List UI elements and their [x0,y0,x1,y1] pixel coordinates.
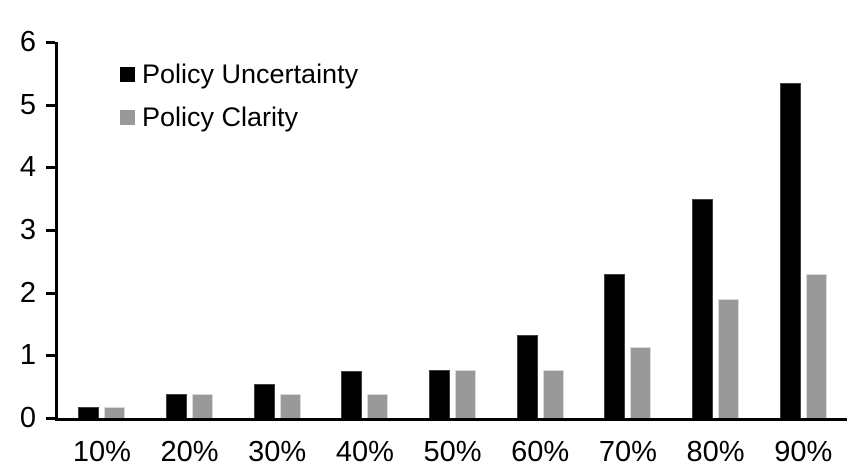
bar-policy-clarity-10% [104,407,126,418]
x-tick-label-20%: 20% [160,436,219,468]
bar-group-70% [584,42,672,418]
bar-policy-clarity-80% [718,299,740,418]
x-tick-label-80%: 80% [686,436,745,468]
bar-policy-uncertainty-70% [604,274,626,418]
y-tick-mark-6 [46,41,55,44]
bar-policy-clarity-20% [192,394,213,418]
y-tick-label-4: 4 [19,151,36,183]
bar-group-40% [321,42,409,418]
y-tick-mark-0 [46,417,55,420]
y-tick-label-6: 6 [19,26,36,58]
bar-group-30% [233,42,321,418]
y-tick-label-0: 0 [19,402,36,434]
bar-group-60% [496,42,584,418]
x-tick-label-10%: 10% [72,436,131,468]
bar-policy-clarity-90% [805,274,827,418]
y-tick-label-5: 5 [19,89,36,121]
legend-item-policy-clarity: Policy Clarity [120,101,358,133]
bar-policy-clarity-30% [279,394,301,418]
legend-item-policy-uncertainty: Policy Uncertainty [120,58,358,90]
bar-group-20% [146,42,234,418]
legend: Policy Uncertainty Policy Clarity [120,58,358,144]
bars-container [58,42,847,418]
bar-group-90% [759,42,847,418]
bar-policy-clarity-70% [630,347,652,418]
bar-policy-uncertainty-40% [341,371,363,418]
y-tick-mark-2 [46,292,55,295]
legend-swatch-gray-icon [120,109,135,125]
bar-policy-uncertainty-90% [779,83,801,418]
y-tick-label-2: 2 [19,277,36,309]
bar-policy-uncertainty-30% [253,384,275,418]
legend-label-policy-uncertainty: Policy Uncertainty [142,59,359,89]
legend-label-policy-clarity: Policy Clarity [142,102,299,132]
bar-group-80% [672,42,760,418]
y-tick-mark-5 [46,104,55,107]
bar-policy-uncertainty-50% [429,370,451,418]
y-tick-label-1: 1 [19,339,36,371]
y-tick-mark-3 [46,229,55,232]
x-tick-label-50%: 50% [423,436,482,468]
x-tick-label-60%: 60% [511,436,570,468]
y-tick-mark-4 [46,166,55,169]
plot-area: Policy Uncertainty Policy Clarity [46,41,847,421]
bar-policy-clarity-50% [455,370,477,418]
bar-policy-uncertainty-10% [78,407,100,418]
bar-policy-uncertainty-80% [692,199,714,418]
bar-policy-uncertainty-60% [516,335,538,418]
x-tick-label-90%: 90% [774,436,833,468]
y-tick-label-3: 3 [19,214,36,246]
legend-swatch-black-icon [120,66,135,82]
x-tick-label-70%: 70% [598,436,657,468]
bar-policy-uncertainty-20% [166,394,187,418]
x-tick-label-40%: 40% [335,436,394,468]
y-axis-labels: 0 1 2 3 4 5 6 [0,26,45,434]
y-tick-mark-1 [46,354,55,357]
bar-group-50% [409,42,497,418]
x-axis-labels: 10% 20% 30% 40% 50% 60% 70% 80% 90% [58,424,847,468]
x-tick-label-30%: 30% [248,436,307,468]
bar-policy-clarity-40% [367,394,389,418]
bar-policy-clarity-60% [542,370,564,418]
bar-group-10% [58,42,146,418]
